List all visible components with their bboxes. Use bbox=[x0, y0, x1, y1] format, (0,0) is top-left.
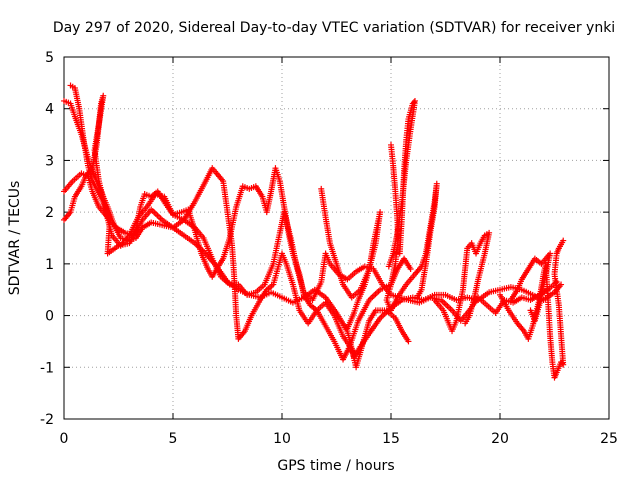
series-track-2 bbox=[61, 92, 414, 363]
x-tick-label: 20 bbox=[491, 431, 509, 447]
plot-frame bbox=[63, 56, 610, 420]
series-track-10 bbox=[507, 250, 554, 324]
data-marks bbox=[61, 82, 567, 381]
data-point bbox=[405, 338, 412, 345]
x-tick-label: 15 bbox=[382, 431, 400, 447]
data-point bbox=[344, 325, 351, 332]
data-point bbox=[558, 281, 565, 288]
data-point bbox=[527, 307, 534, 314]
y-tick-label: 5 bbox=[45, 50, 54, 66]
y-tick-label: 1 bbox=[45, 257, 54, 273]
data-point bbox=[407, 266, 414, 273]
series-track-5 bbox=[318, 185, 384, 332]
data-point bbox=[385, 263, 392, 270]
data-point bbox=[560, 237, 567, 244]
y-tick-label: 4 bbox=[45, 102, 54, 118]
x-tick-label: 25 bbox=[600, 431, 618, 447]
y-tick-label: 0 bbox=[45, 309, 54, 325]
series-track-8 bbox=[431, 229, 493, 335]
tick-labels: 0 5 10 15 20 25 -2 -1 0 1 2 3 4 5 bbox=[40, 50, 618, 447]
x-tick-label: 10 bbox=[273, 431, 291, 447]
x-axis-label: GPS time / hours bbox=[277, 458, 394, 474]
series-track-3 bbox=[61, 165, 412, 371]
y-axis-label: SDTVAR / TECUs bbox=[7, 181, 23, 296]
ticks bbox=[63, 56, 610, 420]
series-track-7 bbox=[385, 97, 418, 270]
y-tick-label: -1 bbox=[40, 360, 54, 376]
series-track-9 bbox=[497, 237, 567, 381]
data-point bbox=[559, 360, 566, 367]
data-point bbox=[462, 320, 469, 327]
data-point bbox=[414, 294, 421, 301]
grid bbox=[64, 57, 609, 419]
y-tick-label: 3 bbox=[45, 153, 54, 169]
series-track-6 bbox=[383, 141, 440, 314]
x-tick-label: 5 bbox=[169, 431, 178, 447]
y-tick-label: -2 bbox=[40, 412, 54, 428]
chart-title: Day 297 of 2020, Sidereal Day-to-day VTE… bbox=[53, 20, 615, 36]
y-tick-label: 2 bbox=[45, 205, 54, 221]
data-point bbox=[553, 278, 560, 285]
x-tick-label: 0 bbox=[60, 431, 69, 447]
